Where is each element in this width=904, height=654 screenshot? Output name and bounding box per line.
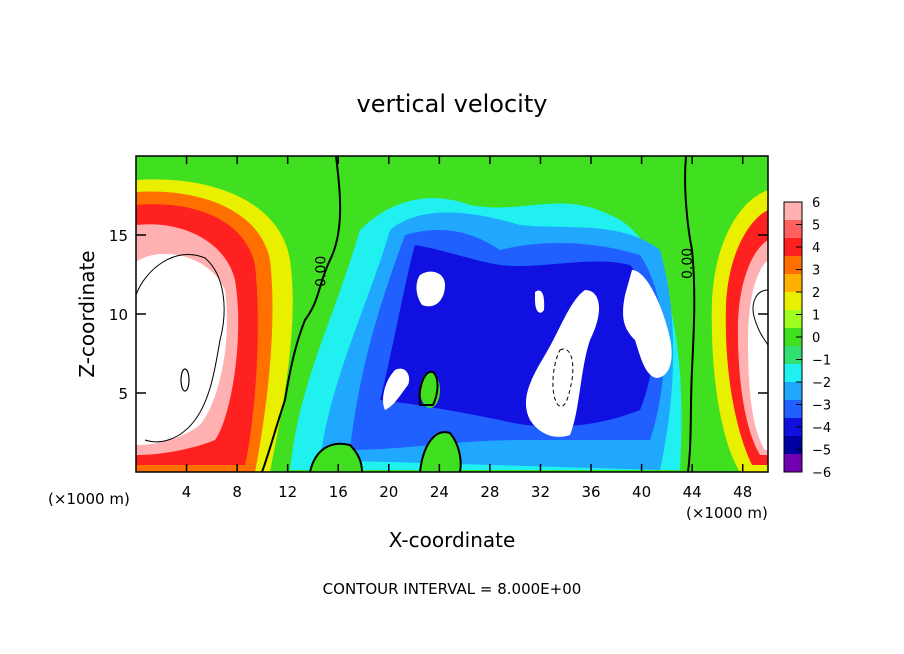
y-axis-label: Z-coordinate: [75, 250, 99, 377]
contour-label: 0.00: [314, 256, 330, 287]
zero-contour-blob-1: [418, 370, 439, 406]
x-tick-label: 28: [480, 483, 499, 501]
downdraft-core-2: [535, 290, 545, 313]
colorbar-swatch: [784, 202, 802, 221]
x-tick-label: 8: [232, 483, 242, 501]
chart-title: vertical velocity: [357, 90, 548, 118]
colorbar-tick-label: −3: [812, 399, 831, 414]
colorbar-swatch: [784, 436, 802, 455]
colorbar-swatch: [784, 346, 802, 365]
x-tick-label: 20: [379, 483, 398, 501]
colorbar-tick-label: 2: [812, 286, 820, 301]
colorbar-swatch: [784, 328, 802, 347]
colorbar-swatch: [784, 400, 802, 419]
colorbar-tick-label: −5: [812, 444, 831, 459]
updraft-blob-2: [310, 443, 362, 472]
colorbar-swatch: [784, 364, 802, 383]
colorbar-swatch: [784, 382, 802, 401]
colorbar-tick-label: −6: [812, 466, 831, 481]
dashed-contour: [552, 348, 574, 407]
contour-interval-note: CONTOUR INTERVAL = 8.000E+00: [323, 580, 582, 598]
colorbar-tick-label: 5: [812, 219, 820, 234]
darkblue-region: [380, 245, 654, 427]
velocity-field: [136, 156, 768, 472]
colorbar-swatch: [784, 310, 802, 329]
x-tick-label: 24: [430, 483, 449, 501]
colorbar-swatch: [784, 292, 802, 311]
y-tick-label: 5: [118, 385, 128, 403]
x-unit-right: (×1000 m): [686, 504, 768, 522]
colorbar-tick-label: 6: [812, 196, 820, 211]
y-tick-label: 15: [109, 227, 128, 245]
x-tick-label: 16: [329, 483, 348, 501]
contour-labels: 0.00 0.00: [314, 248, 697, 287]
zero-contour-blob-2: [309, 442, 363, 472]
downdraft-core-3: [525, 290, 600, 437]
y-axis: 5 10 15: [109, 227, 768, 403]
downdraft-core-1: [416, 271, 445, 307]
x-tick-label: 32: [531, 483, 550, 501]
colorbar-swatch: [784, 418, 802, 437]
colorbar-swatch: [784, 256, 802, 275]
contour-label: 0.00: [680, 248, 696, 279]
x-axis: 4 8 12 16 20 24 28 32 36 40 44 48: [182, 156, 752, 501]
colorbar-tick-label: −2: [812, 376, 831, 391]
zero-contour-left: [261, 156, 342, 472]
downdraft-core-5: [383, 368, 410, 410]
downdraft-core-4: [623, 270, 672, 378]
x-tick-label: 48: [733, 483, 752, 501]
core-contour-right: [752, 289, 768, 346]
colorbar-swatch: [784, 274, 802, 293]
colorbar-tick-label: −1: [812, 354, 831, 369]
colorbar-tick-label: 1: [812, 309, 820, 324]
x-tick-label: 44: [683, 483, 702, 501]
zero-contour-blob-3: [419, 431, 462, 472]
colorbar-swatch: [784, 454, 802, 473]
x-tick-label: 36: [581, 483, 600, 501]
x-tick-label: 12: [278, 483, 297, 501]
left-updraft-core: [136, 253, 228, 445]
core-contour-left: [136, 253, 225, 443]
colorbar-swatch: [784, 220, 802, 239]
core-contour-small: [180, 368, 190, 392]
x-axis-label: X-coordinate: [389, 528, 516, 552]
colorbar: 6 5 4 3 2 1 0 −1 −2 −3 −4 −5 −6: [783, 196, 831, 481]
zero-contour-right: [684, 156, 696, 472]
colorbar-tick-label: −4: [812, 421, 831, 436]
y-tick-label: 10: [109, 306, 128, 324]
x-unit-left: (×1000 m): [48, 490, 130, 508]
x-tick-label: 40: [632, 483, 651, 501]
colorbar-tick-label: 3: [812, 264, 820, 279]
colorbar-tick-label: 4: [812, 241, 820, 256]
colorbar-tick-label: 0: [812, 331, 820, 346]
colorbar-swatch: [784, 238, 802, 257]
x-tick-label: 4: [182, 483, 192, 501]
